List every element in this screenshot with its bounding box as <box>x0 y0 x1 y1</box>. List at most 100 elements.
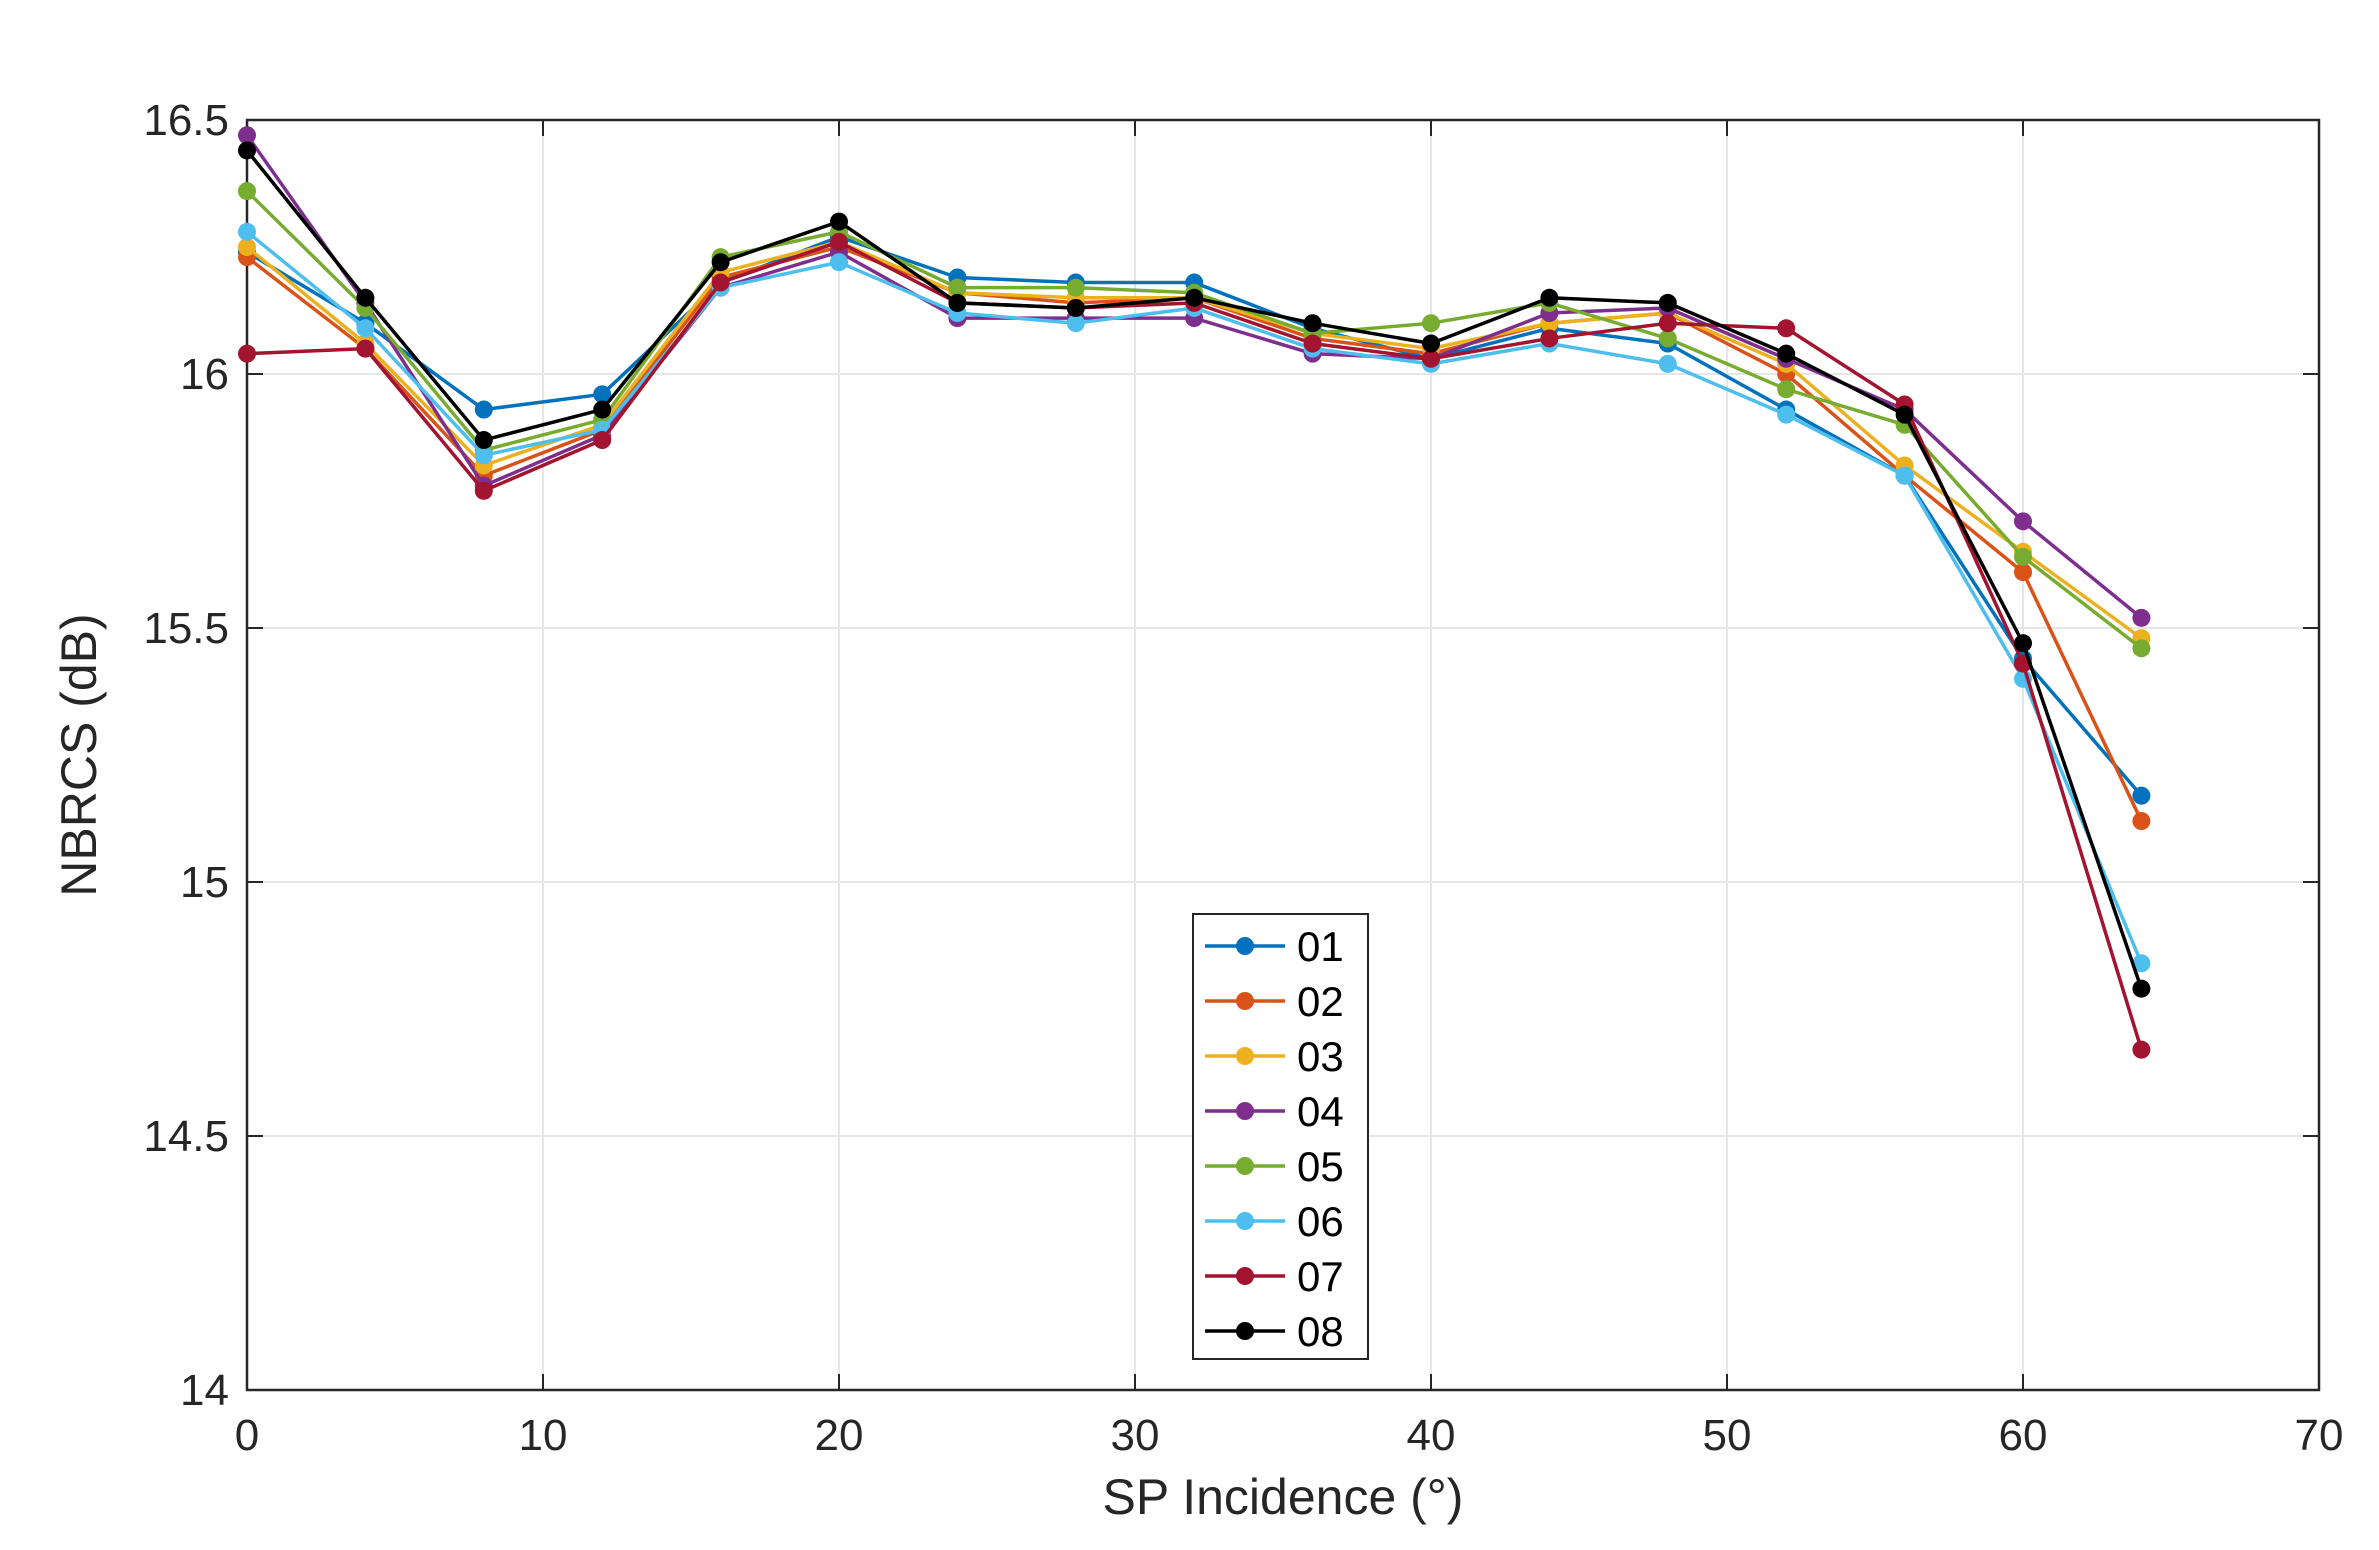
data-point-06 <box>2132 954 2151 973</box>
legend-swatch-marker <box>1236 937 1254 955</box>
x-tick-label: 40 <box>1407 1411 1456 1460</box>
data-point-05 <box>2014 547 2032 566</box>
data-point-08 <box>238 141 256 160</box>
legend-label: 05 <box>1297 1143 1344 1190</box>
data-point-01 <box>593 385 612 404</box>
x-tick-label: 10 <box>519 1411 568 1460</box>
data-point-06 <box>474 446 493 465</box>
data-point-07 <box>711 273 730 292</box>
x-tick-label: 20 <box>815 1411 864 1460</box>
data-point-08 <box>1303 314 1322 333</box>
legend-label: 08 <box>1297 1308 1344 1355</box>
legend-entries: 01 02 03 04 05 06 07 08 <box>1205 923 1344 1355</box>
data-point-05 <box>238 182 256 201</box>
data-point-08 <box>1066 298 1085 317</box>
legend: 01 02 03 04 05 06 07 08 <box>1192 913 1369 1360</box>
data-point-08 <box>2132 979 2151 998</box>
data-point-07 <box>830 232 848 251</box>
x-tick-label: 30 <box>1111 1411 1160 1460</box>
legend-swatch-marker <box>1236 1102 1254 1120</box>
data-point-06 <box>1658 354 1677 373</box>
data-point-02 <box>2132 812 2151 831</box>
data-point-06 <box>830 253 848 272</box>
data-point-06 <box>356 319 375 338</box>
data-point-03 <box>238 238 256 256</box>
data-point-08 <box>593 400 612 419</box>
data-point-05 <box>1066 278 1085 297</box>
data-point-06 <box>1895 466 1914 485</box>
data-point-01 <box>474 400 493 419</box>
series-08 <box>238 141 2151 998</box>
data-point-07 <box>593 431 612 450</box>
data-point-07 <box>356 339 375 358</box>
data-point-07 <box>474 481 493 500</box>
data-point-06 <box>238 222 256 241</box>
x-tick-label: 0 <box>235 1411 259 1460</box>
data-point-08 <box>1658 293 1677 312</box>
legend-swatch-marker <box>1236 992 1254 1010</box>
data-point-08 <box>2014 634 2032 653</box>
y-tick-label: 16 <box>180 350 229 399</box>
legend-item: 08 <box>1205 1308 1344 1355</box>
data-point-07 <box>1777 319 1796 338</box>
data-point-08 <box>1895 405 1914 424</box>
data-point-07 <box>1303 334 1322 353</box>
data-point-08 <box>1185 288 1204 307</box>
legend-item: 05 <box>1205 1143 1344 1190</box>
data-point-05 <box>1658 329 1677 348</box>
x-tick-label: 70 <box>2295 1411 2344 1460</box>
legend-label: 02 <box>1297 978 1344 1025</box>
x-tick-label: 60 <box>1999 1411 2048 1460</box>
data-point-08 <box>1777 344 1796 363</box>
data-point-08 <box>1540 288 1559 307</box>
data-point-07 <box>1658 314 1677 333</box>
y-tick-label: 14.5 <box>143 1112 229 1161</box>
plot-area-frame <box>245 118 2321 1392</box>
y-axis-title: NBRCS (dB) <box>51 613 107 896</box>
legend-box <box>1192 913 1369 1360</box>
legend-swatch-marker <box>1236 1047 1254 1065</box>
data-point-07 <box>238 344 256 363</box>
data-point-06 <box>1066 314 1085 333</box>
legend-label: 01 <box>1297 923 1344 970</box>
legend-swatch-marker <box>1236 1212 1254 1230</box>
data-point-02 <box>2014 563 2032 582</box>
legend-item: 01 <box>1205 923 1344 970</box>
x-axis-title: SP Incidence (°) <box>1103 1469 1464 1525</box>
data-point-07 <box>1540 329 1559 348</box>
legend-item: 07 <box>1205 1253 1344 1300</box>
data-point-07 <box>1422 349 1440 368</box>
data-point-05 <box>2132 639 2151 658</box>
data-point-08 <box>948 293 967 312</box>
data-point-06 <box>1777 405 1796 424</box>
legend-label: 07 <box>1297 1253 1344 1300</box>
data-point-01 <box>2132 786 2151 805</box>
data-point-07 <box>2132 1040 2151 1059</box>
data-point-08 <box>356 288 375 307</box>
data-point-08 <box>474 431 493 450</box>
legend-item: 03 <box>1205 1033 1344 1080</box>
data-point-05 <box>948 278 967 297</box>
x-tick-label: 50 <box>1703 1411 1752 1460</box>
y-tick-label: 15.5 <box>143 604 229 653</box>
legend-item: 04 <box>1205 1088 1344 1135</box>
legend-item: 06 <box>1205 1198 1344 1245</box>
data-point-05 <box>1777 380 1796 399</box>
data-point-08 <box>711 253 730 272</box>
data-point-04 <box>2014 512 2032 531</box>
data-point-08 <box>830 212 848 231</box>
y-tick-label: 15 <box>180 858 229 907</box>
legend-swatch-marker <box>1236 1157 1254 1175</box>
legend-label: 06 <box>1297 1198 1344 1245</box>
data-point-04 <box>2132 608 2151 627</box>
legend-swatch-marker <box>1236 1322 1254 1340</box>
data-series <box>238 126 2151 1059</box>
data-point-08 <box>1422 334 1440 353</box>
grid-lines <box>247 120 2319 1390</box>
data-point-05 <box>1422 314 1440 333</box>
legend-swatch-marker <box>1236 1267 1254 1285</box>
legend-item: 02 <box>1205 978 1344 1025</box>
legend-label: 04 <box>1297 1088 1344 1135</box>
